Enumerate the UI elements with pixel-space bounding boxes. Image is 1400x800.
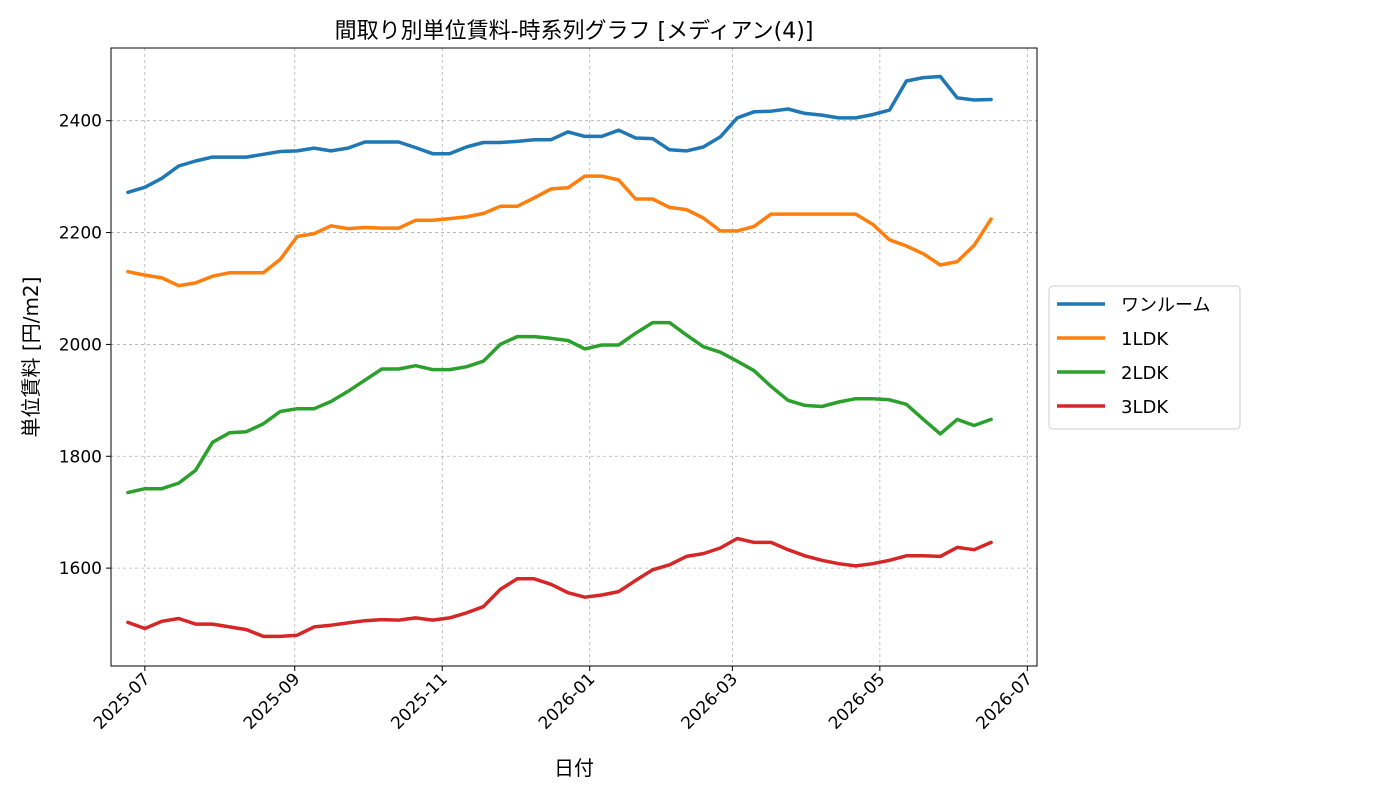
x-tick-label: 2026-07 — [972, 669, 1036, 733]
plot-frame — [110, 47, 1038, 667]
y-tick-label: 2200 — [59, 224, 102, 244]
x-tick-label: 2025-11 — [387, 669, 451, 733]
grid-lines — [111, 48, 1037, 666]
x-tick-label: 2025-07 — [90, 669, 154, 733]
y-tick-label: 2000 — [59, 335, 102, 355]
y-axis: 1600 1800 2000 2200 2400 — [59, 112, 111, 579]
x-axis-label: 日付 — [554, 756, 594, 780]
series-line-0 — [126, 74, 993, 195]
y-tick-label: 1600 — [59, 559, 102, 579]
series-line-3 — [126, 536, 993, 639]
x-tick-label: 2026-05 — [825, 669, 889, 733]
series-line-2 — [126, 320, 993, 495]
x-axis: 2025-07 2025-09 2025-11 2026-01 2026-03 2026-… — [90, 666, 1037, 734]
legend-label: 2LDK — [1121, 363, 1169, 384]
legend-label: 3LDK — [1121, 397, 1169, 418]
series-line-1 — [126, 174, 993, 288]
chart-title: 間取り別単位賃料-時系列グラフ [メディアン(4)] — [335, 19, 814, 44]
legend-label: 1LDK — [1121, 329, 1169, 350]
y-tick-label: 1800 — [59, 447, 102, 467]
x-tick-label: 2025-09 — [240, 669, 304, 733]
legend-box — [1048, 285, 1241, 430]
x-tick-label: 2026-03 — [678, 669, 742, 733]
y-tick-label: 2400 — [59, 112, 102, 132]
legend: ワンルーム 1LDK 2LDK 3LDK — [1048, 285, 1241, 430]
legend-label: ワンルーム — [1121, 295, 1210, 316]
y-axis-label: 単位賃料 [円/m2] — [19, 277, 43, 438]
series-layer — [126, 74, 993, 639]
x-tick-label: 2026-01 — [535, 669, 599, 733]
